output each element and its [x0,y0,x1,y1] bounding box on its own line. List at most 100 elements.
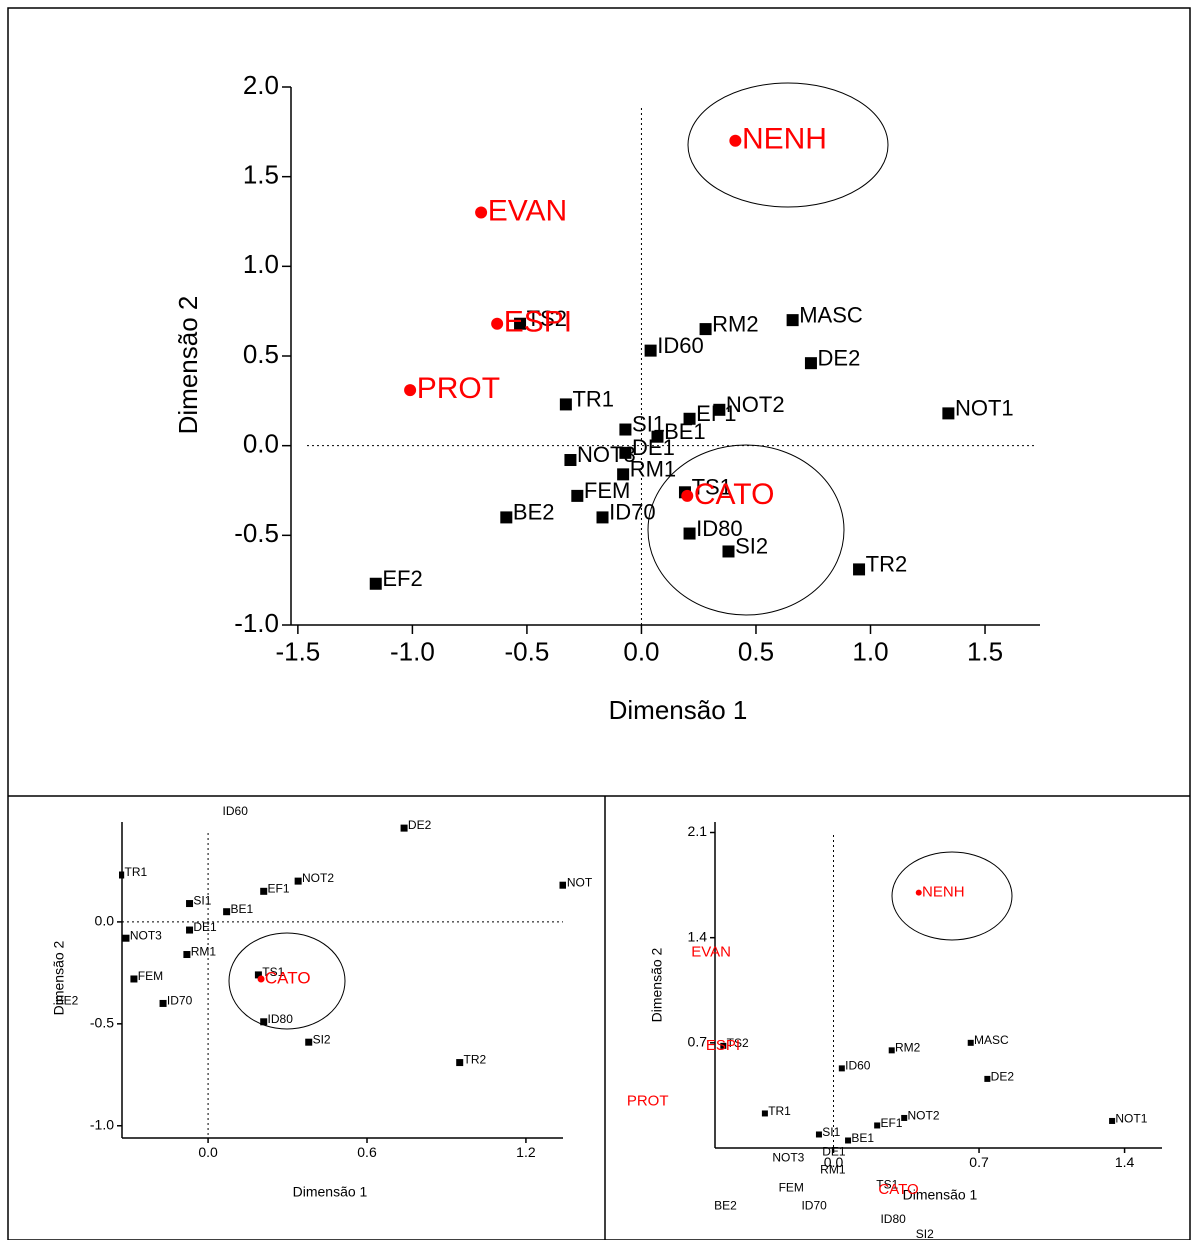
frame [7,7,1191,1240]
point [967,1039,974,1046]
group-ellipse [228,932,346,1030]
x-tick-label: 0.0 [198,1144,218,1160]
point-label: BE1 [230,902,253,916]
point-label: CATO [878,1181,918,1198]
y-tick-label: -1.0 [234,608,279,638]
y-tick-label: 2.1 [688,823,708,839]
point [984,1075,991,1082]
point-label: TS1 [262,965,284,979]
point-label: NOT3 [772,1150,804,1164]
chart: 0.0 0.6 1.2 -1.0 -0.5 0.0 Dimensão 1 Dimensão 2… [51,804,593,1200]
chart: -1.5 -1.0 -0.5 0.0 0.5 1.0 1.5-1.0-0.50.00.51.… [173,70,1040,725]
point [491,317,504,330]
point-label: FEM [779,1180,804,1194]
point [619,423,632,436]
point [260,1018,268,1026]
point-label: FEM [584,478,630,503]
x-tick-label: 0.6 [357,1144,377,1160]
point-label: BE1 [664,419,706,444]
point [651,430,664,443]
point [910,1234,916,1240]
point [815,1131,822,1138]
point-label: DE1 [822,1144,846,1158]
point-label: ID60 [657,333,703,358]
point [795,1205,801,1211]
point-label: CATO [265,968,311,987]
point-label: DE2 [818,345,861,370]
point-label: TR2 [464,1053,487,1067]
point-label: PROT [417,372,500,405]
point [369,577,382,590]
y-tick-label: -1.0 [90,1116,114,1132]
x-tick-label: -0.5 [505,636,550,666]
point [596,511,609,524]
point [761,1110,768,1117]
point [119,871,125,879]
point [186,900,194,908]
point [838,1065,845,1072]
point [500,511,513,524]
point-label: RM2 [712,311,758,336]
point-label: ID60 [223,804,249,818]
markers [708,889,1116,1240]
point [122,934,130,942]
point-label: ID70 [609,500,655,525]
point [456,1059,464,1067]
point [681,489,694,502]
point-label: NENH [922,884,965,901]
point [159,999,167,1007]
point-label: DE1 [193,920,217,934]
point [722,545,735,558]
point-label: EF2 [382,566,422,591]
point-label: EF1 [696,401,736,426]
y-tick-label: 0.5 [243,339,279,369]
y-axis-title: Dimensão 2 [173,296,203,435]
x-tick-label: 1.0 [852,636,888,666]
x-axis-title: Dimensão 1 [609,695,748,725]
point [617,468,630,481]
point [816,1151,822,1157]
point-label: NOT3 [577,442,636,467]
point-label: SI1 [632,412,665,437]
point [699,323,712,336]
point-label: DE1 [632,435,675,460]
point-label: ID60 [845,1059,871,1073]
point-label: NOT2 [726,392,785,417]
point [888,1047,895,1054]
point [559,881,566,889]
y-axis-title: Dimensão 2 [51,940,67,1015]
point [772,1187,778,1193]
point [814,1169,820,1175]
point [514,317,527,330]
chart: 0.0 0.7 1.4 0.7 1.4 2.1 Dimensão 1 Dimensão 2 TS… [627,822,1162,1240]
point-label: EF1 [268,881,290,895]
x-tick-label: -1.0 [390,636,435,666]
point-label: EVAN [691,944,731,961]
point-label: NOT1 [1115,1111,1147,1125]
point [786,314,799,327]
point-label: BE1 [851,1131,874,1145]
point-label: FEM [138,969,163,983]
point [766,1157,772,1163]
group-ellipse [891,851,1013,941]
point-label: NENH [742,123,827,156]
y-tick-label: 1.0 [243,249,279,279]
point-label: ESPI [504,306,572,339]
x-tick-label: 0.0 [824,1154,844,1170]
point-label: RM1 [191,945,217,959]
point [845,1137,852,1144]
point-label: TR1 [572,387,614,412]
point-label: NOT3 [130,928,162,942]
y-tick-label: 0.7 [688,1034,708,1050]
point [874,1219,880,1225]
point-label: TS1 [876,1177,898,1191]
point [708,1205,714,1211]
point [223,908,231,916]
point-label: NOT2 [302,871,334,885]
point [183,951,191,959]
y-tick-label: -0.5 [234,518,279,548]
point-label: MASC [974,1033,1009,1047]
markers [369,134,955,590]
